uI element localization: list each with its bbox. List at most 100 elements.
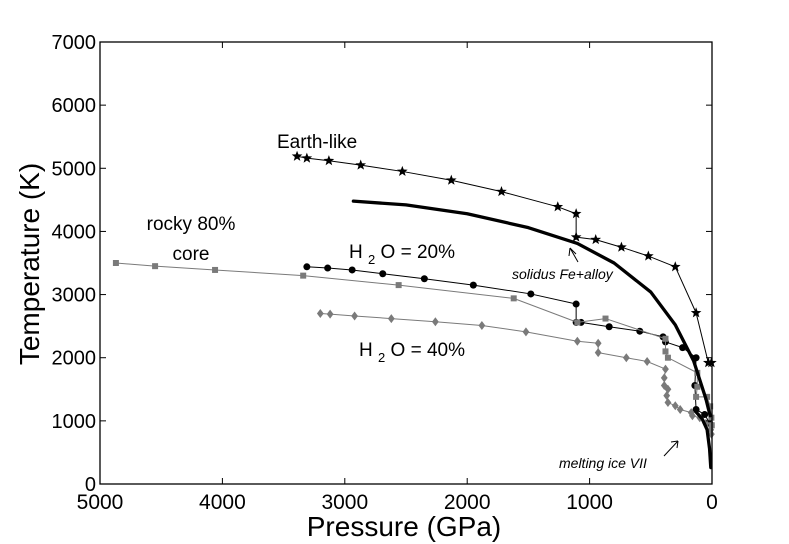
earth-like-point (669, 261, 681, 272)
h2o-40--point (573, 336, 581, 346)
plot-frame (99, 41, 713, 485)
h2o-40--point (431, 317, 439, 327)
earth-like-series (291, 150, 717, 368)
earth-like-point (291, 150, 303, 161)
h2o-40--point (643, 357, 651, 367)
earth-like-point (496, 186, 507, 197)
earth-like-point (570, 231, 582, 242)
h2o-20--point (692, 405, 700, 413)
rocky-80-core-point (112, 260, 119, 266)
earth-like-label: Earth-like (277, 132, 357, 153)
y-tick-label: 6000 (52, 95, 97, 117)
y-tick-label: 4000 (52, 221, 97, 243)
rocky-80-core-point (662, 335, 669, 342)
h2o-40--point (664, 398, 672, 408)
earth-like-point (323, 155, 335, 166)
h2o-40--series (316, 309, 715, 439)
earth-like-point (355, 159, 367, 170)
rocky-80-core-point (395, 282, 402, 289)
x-tick-label: 4000 (199, 491, 246, 514)
h2o-20-rest: O = 20% (381, 242, 456, 263)
h2o-20--point (527, 290, 535, 298)
rocky-80-core-point (704, 393, 711, 400)
rocky-80-core-point (212, 266, 219, 273)
melting-ice-vii-series (694, 410, 713, 470)
h2o-40-label: H 2 O = 40% (359, 340, 465, 367)
earth-like-point (616, 241, 627, 252)
label-layer: Pressure (GPa) Temperature (K) Earth-lik… (14, 132, 679, 542)
h2o-40--point (326, 309, 334, 319)
h2o-20--point (701, 411, 709, 419)
h2o-40--point (622, 353, 630, 363)
h2o-40--point (594, 338, 602, 348)
h2o-20--point (572, 300, 580, 308)
x-tick-label: 3000 (321, 491, 368, 514)
h2o-20--point (348, 266, 356, 274)
h2o-20--point (324, 264, 332, 272)
h2o-40--point (594, 348, 602, 358)
h2o-40--line (319, 313, 712, 435)
x-axis-label: Pressure (GPa) (307, 511, 502, 542)
h2o-40--point (664, 384, 672, 394)
rocky-label-line2: core (173, 244, 210, 265)
h2o-20-label: H 2 O = 20% (349, 242, 455, 269)
h2o-20--point (469, 281, 477, 289)
h2o-20-sub: 2 (368, 252, 375, 267)
earth-like-point (590, 234, 602, 245)
rocky-80-core-point (510, 295, 517, 302)
solidus-fe-alloy-line (351, 199, 712, 418)
rocky-80-core-point (693, 393, 700, 400)
y-axis-label: Temperature (K) (14, 163, 45, 365)
h2o-40-main: H (359, 340, 373, 361)
x-tick-label: 1000 (566, 491, 613, 514)
rocky-80-core-point (574, 319, 581, 326)
earth-like-point (643, 250, 654, 261)
h2o-40-sub: 2 (378, 350, 385, 365)
y-tick-label: 3000 (52, 285, 97, 307)
h2o-20--point (605, 323, 613, 331)
solidus-arrow-head (568, 247, 577, 257)
h2o-20--line (306, 266, 711, 425)
rocky-80-core-point (152, 263, 159, 270)
earth-like-point (301, 152, 313, 163)
earth-like-point (690, 307, 702, 318)
rocky-80-core-point (602, 315, 609, 322)
h2o-20--point (420, 275, 428, 283)
rocky-label-line1: rocky 80% (147, 214, 236, 235)
ice-label: melting ice VII (559, 455, 647, 471)
earth-like-point (552, 201, 564, 212)
h2o-20--point (303, 263, 311, 271)
ice-arrow-head (670, 440, 679, 449)
rocky-80-core-point (300, 272, 307, 279)
h2o-40--point (671, 401, 679, 411)
h2o-20--point (379, 270, 387, 278)
y-tick-label: 1000 (52, 411, 97, 433)
h2o-20-main: H (349, 242, 363, 263)
rocky-80-core-point (707, 403, 714, 410)
h2o-40--point (387, 314, 395, 324)
h2o-40--point (478, 321, 486, 331)
y-tick-label: 7000 (52, 32, 97, 54)
earth-like-point (570, 208, 582, 219)
rocky-80-core-point (694, 383, 701, 390)
h2o-40--point (351, 311, 358, 321)
h2o-40--point (662, 364, 669, 374)
earth-like-point (445, 174, 457, 185)
h2o-40--point (689, 411, 696, 421)
solidus-fe-alloy-series (351, 199, 712, 418)
melting-ice-vii-line (694, 410, 713, 470)
plot-layer (112, 150, 717, 470)
earth-like-point (397, 165, 408, 176)
x-tick-label: 2000 (444, 491, 491, 514)
y-tick-label: 2000 (52, 348, 97, 370)
y-tick-label: 0 (85, 474, 96, 496)
h2o-40--point (522, 327, 530, 337)
ice-arrow (663, 440, 679, 457)
x-tick-label: 5000 (77, 491, 124, 514)
h2o-40--point (316, 309, 324, 319)
solidus-arrow (569, 247, 579, 263)
h2o-40--point (676, 404, 684, 414)
solidus-label: solidus Fe+alloy (512, 266, 614, 282)
